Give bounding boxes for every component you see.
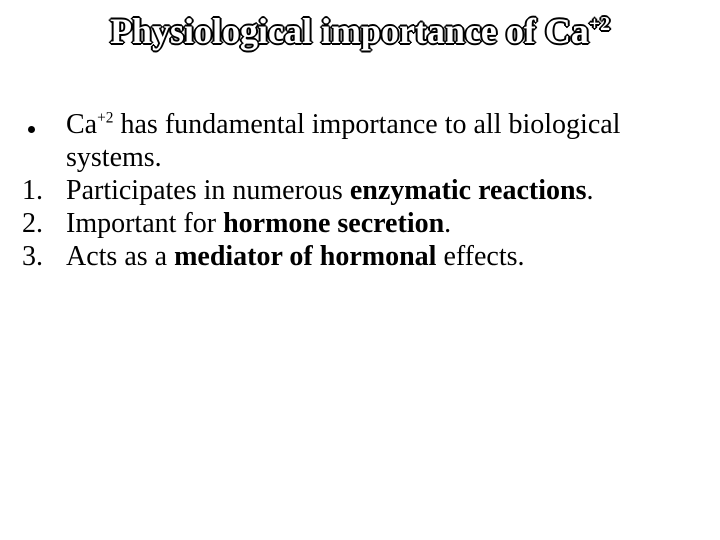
text-before-bold: Important for	[66, 208, 223, 239]
title-text: Physiological importance of Ca	[110, 11, 589, 51]
body-list: Ca+2 has fundamental importance to all b…	[22, 108, 698, 273]
text-before-bold: Acts as a	[66, 241, 174, 272]
bullet-post: has fundamental importance to all biolog…	[66, 109, 620, 173]
slide-title: Physiological importance of Ca+2	[0, 12, 720, 52]
bullet-pre: Ca	[66, 109, 97, 140]
numbered-text: Participates in numerous enzymatic react…	[66, 174, 698, 207]
text-after-bold: .	[444, 208, 451, 239]
bullet-text: Ca+2 has fundamental importance to all b…	[66, 108, 698, 174]
bullet-sup: +2	[97, 110, 113, 127]
list-item: Ca+2 has fundamental importance to all b…	[22, 108, 698, 174]
text-bold: mediator of hormonal	[174, 241, 436, 272]
list-item: 1. Participates in numerous enzymatic re…	[22, 174, 698, 207]
number-marker: 2.	[22, 207, 66, 240]
text-bold: enzymatic reactions	[350, 175, 587, 206]
numbered-text: Acts as a mediator of hormonal effects.	[66, 240, 698, 273]
text-bold: hormone secretion	[223, 208, 444, 239]
numbered-text: Important for hormone secretion.	[66, 207, 698, 240]
number-marker: 1.	[22, 174, 66, 207]
text-after-bold: effects.	[436, 241, 524, 272]
text-before-bold: Participates in numerous	[66, 175, 350, 206]
list-item: 2. Important for hormone secretion.	[22, 207, 698, 240]
list-item: 3. Acts as a mediator of hormonal effect…	[22, 240, 698, 273]
text-after-bold: .	[586, 175, 593, 206]
number-marker: 3.	[22, 240, 66, 273]
bullet-icon	[22, 108, 66, 141]
title-superscript: +2	[589, 13, 610, 35]
slide: Physiological importance of Ca+2 Ca+2 ha…	[0, 0, 720, 540]
